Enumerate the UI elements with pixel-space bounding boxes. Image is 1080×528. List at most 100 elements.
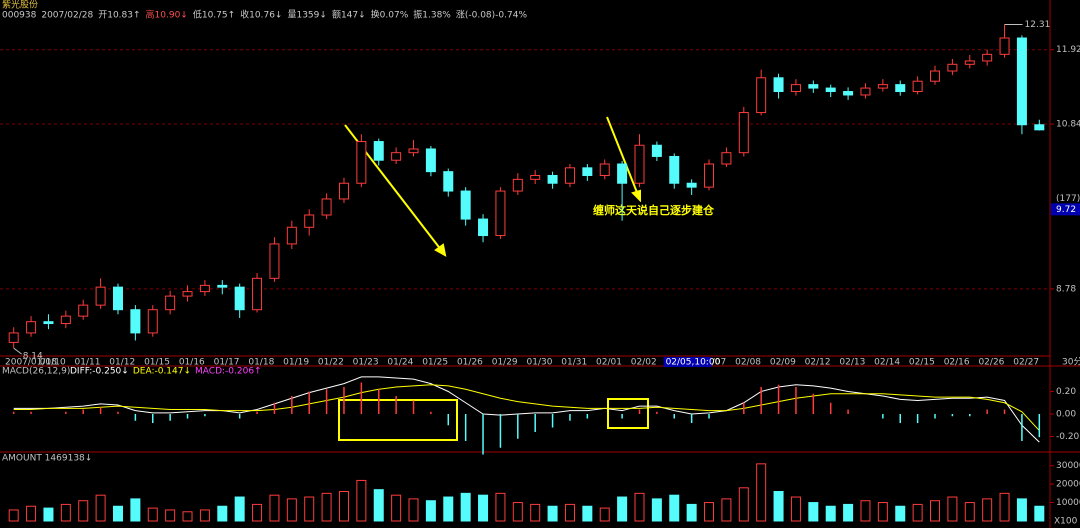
candle-body (947, 63, 958, 72)
volume-bar (373, 489, 384, 522)
volume-bar (790, 496, 801, 522)
volume-bar (130, 498, 141, 522)
y-tick-label: 0.00 (1056, 410, 1076, 420)
candle-body (704, 163, 715, 188)
info-field: 低10.75↑ (193, 9, 235, 21)
info-field: 000938 (2, 11, 37, 21)
candle-body (756, 77, 767, 114)
cursor-price-box (1051, 203, 1080, 216)
min-label: 8.14 (23, 352, 43, 362)
candle-body (877, 84, 888, 89)
volume-bar (895, 505, 906, 522)
x-tick-label: 02/26 (978, 358, 1004, 368)
volume-bar (617, 496, 628, 522)
x-tick-label: 02/15 (909, 358, 935, 368)
candle-body (234, 286, 245, 311)
volume-bar (425, 500, 436, 522)
volume-bar (756, 463, 767, 522)
x-tick-label: 02/09 (770, 358, 796, 368)
candle-body (495, 190, 506, 237)
x-tick-label: 2007/01/08 (5, 358, 57, 368)
volume-bar (478, 494, 489, 522)
x-tick-label: 01/24 (387, 358, 413, 368)
volume-bar (217, 505, 228, 522)
candle-body (43, 321, 54, 325)
info-field: 2007/02/28 (41, 11, 93, 21)
x-tick-label: 01/12 (109, 358, 135, 368)
x-tick-label: 02/14 (874, 358, 900, 368)
candle-body (669, 155, 680, 184)
candle-body (843, 91, 854, 96)
volume-bar (738, 487, 749, 522)
candle-body (304, 214, 315, 228)
volume-bar (669, 494, 680, 522)
arrow-head (631, 189, 641, 203)
candle-body (460, 190, 471, 220)
candle-body (738, 112, 749, 154)
candle-body (547, 174, 558, 184)
volume-bar (947, 496, 958, 522)
x-tick-label: 02/27 (1013, 358, 1039, 368)
x-tick-label: 02/16 (944, 358, 970, 368)
candle-body (912, 80, 923, 93)
volume-bar (808, 502, 819, 522)
volume-bar (825, 505, 836, 522)
macd-title: MACD(26,12,9) (2, 367, 70, 377)
min-pointer (13, 347, 22, 355)
candle-body (599, 163, 610, 176)
candle-body (199, 284, 210, 293)
info-field: 振1.38% (413, 9, 451, 21)
candle-body (860, 87, 871, 96)
candle-body (373, 141, 384, 161)
candle-body (895, 84, 906, 93)
x-tick-label: 02/07 (700, 358, 726, 368)
candle-body (8, 332, 19, 343)
candle-body (634, 144, 645, 184)
unit-label: X100 (1054, 517, 1078, 527)
volume-bar (651, 498, 662, 522)
y-tick-label: 300000 (1056, 461, 1080, 471)
volume-bar (147, 507, 158, 522)
candle-body (964, 60, 975, 65)
stock-name: 紫光股份 (2, 0, 38, 11)
volume-bar (704, 502, 715, 522)
candle-body (478, 218, 489, 237)
y-tick-label: 100000 (1056, 498, 1080, 508)
x-tick-label: 01/26 (457, 358, 483, 368)
x-tick-label: 02/13 (839, 358, 865, 368)
volume-title: AMOUNT 1469138↓ (2, 454, 92, 464)
x-tick-label: 01/29 (492, 358, 518, 368)
x-tick-label: 01/16 (179, 358, 205, 368)
candle-body (982, 53, 993, 62)
info-field: 涨(-0.08)-0.74% (456, 10, 528, 21)
candle-body (721, 152, 732, 165)
volume-bar (530, 503, 541, 522)
candle-body (582, 167, 593, 176)
info-field: 收10.76↓ (240, 9, 282, 21)
volume-bar (321, 492, 332, 522)
volume-bar (26, 505, 37, 522)
candle-body (26, 321, 37, 334)
volume-bar (460, 492, 471, 522)
x-tick-label: 01/10 (40, 358, 66, 368)
volume-bar (564, 503, 575, 522)
candle-body (808, 84, 819, 89)
x-tick-label: 02/01 (596, 358, 622, 368)
y-tick-label: -0.20 (1056, 432, 1080, 442)
volume-bar (269, 494, 280, 522)
volume-bar (1016, 498, 1027, 522)
cursor-time: 02/05,10:00 (666, 358, 721, 368)
volume-bar (234, 496, 245, 522)
info-field: 量1359↓ (287, 10, 326, 21)
info-field: 开10.83↑ (98, 10, 140, 21)
volume-bar (512, 502, 523, 522)
info-field: 高10.90↓ (146, 9, 188, 21)
highlight-box (338, 399, 458, 441)
volume-bar (1034, 505, 1045, 522)
candle-body (391, 152, 402, 161)
volume-bar (165, 509, 176, 522)
candle-body (999, 37, 1010, 55)
y-tick-label: 0.20 (1056, 387, 1076, 397)
volume-bar (60, 503, 71, 522)
y-tick-label: 10.84 (1056, 120, 1080, 130)
